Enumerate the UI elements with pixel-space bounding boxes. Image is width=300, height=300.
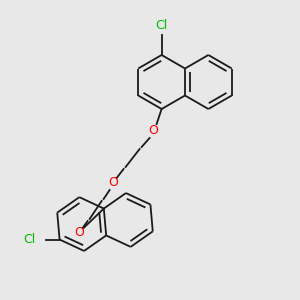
Text: O: O — [109, 176, 118, 190]
Text: O: O — [149, 124, 159, 137]
Text: Cl: Cl — [155, 19, 168, 32]
Text: O: O — [75, 226, 85, 239]
Text: Cl: Cl — [23, 233, 36, 246]
